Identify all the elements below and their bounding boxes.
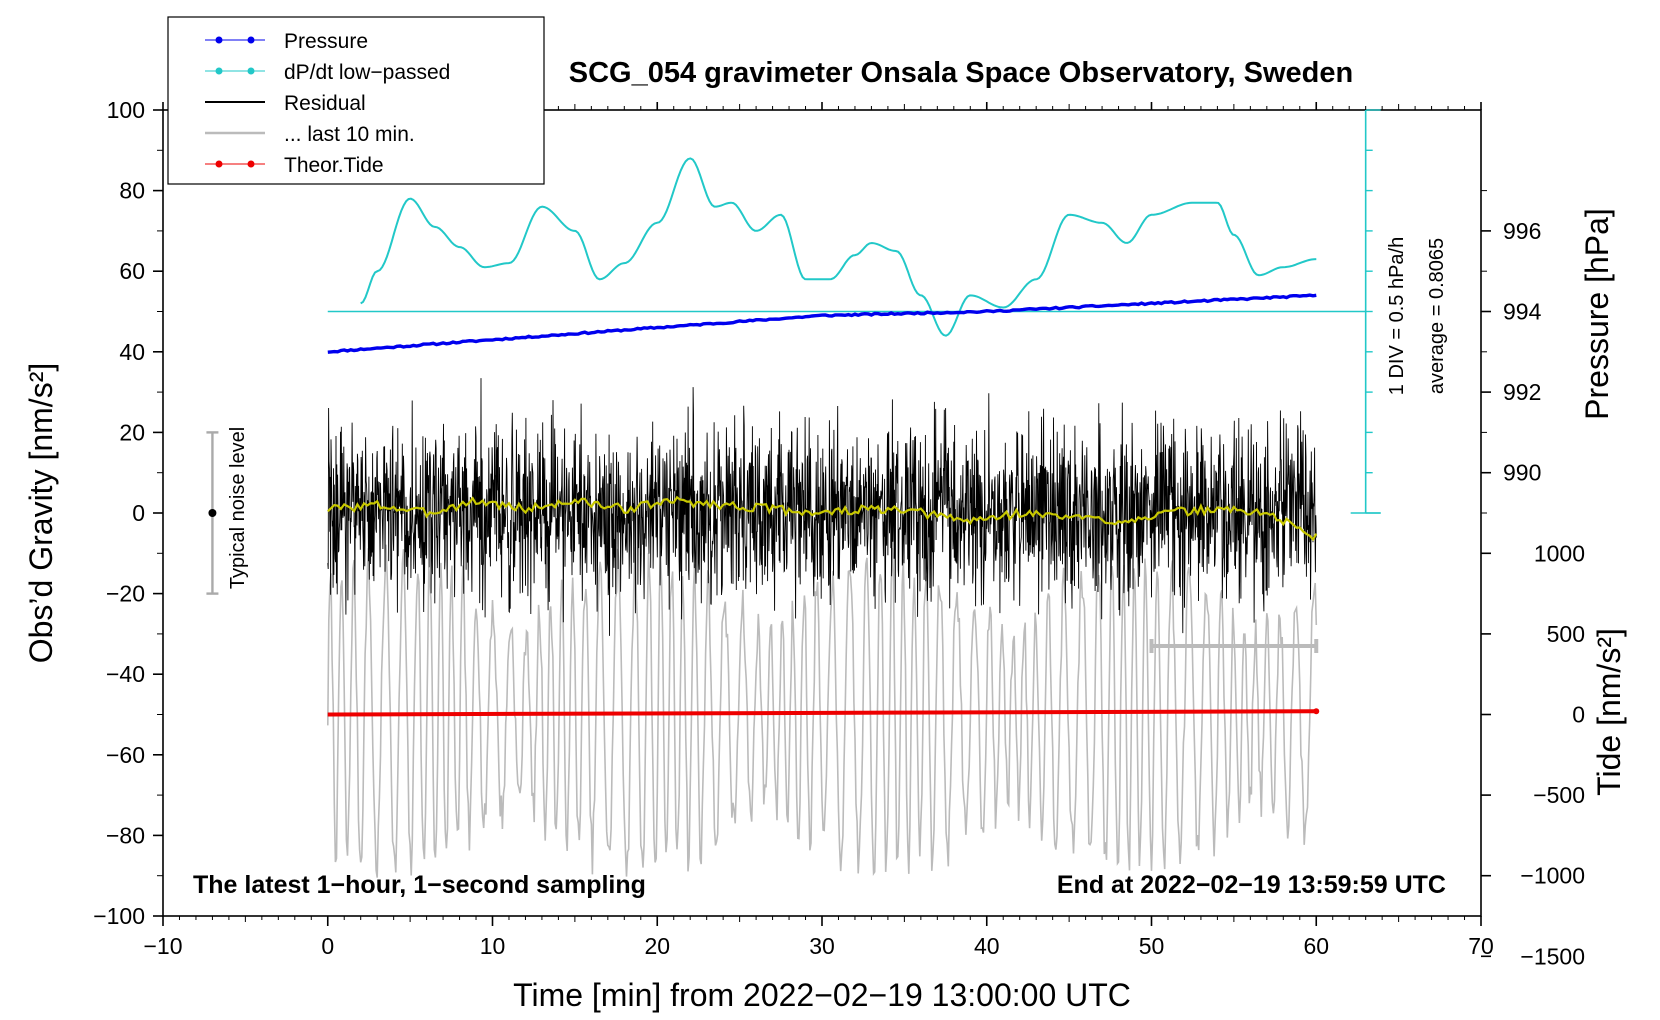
y-tick-label: 0 (132, 500, 145, 526)
residual-smoothed-line (327, 495, 1318, 542)
legend-label: Theor.Tide (284, 154, 384, 177)
tide-tick-label: −500 (1533, 782, 1585, 808)
legend-label: ... last 10 min. (284, 123, 415, 146)
legend-label: dP/dt low−passed (284, 61, 450, 84)
tide-axis-ticks: −1500 −1000 −500 0 500 1000 (1481, 540, 1585, 969)
x-axis-title: Time [min] from 2022−02−19 13:00:00 UTC (513, 977, 1131, 1013)
chart-title: SCG_054 gravimeter Onsala Space Observat… (569, 57, 1353, 89)
legend: Pressure dP/dt low−passed Residual ... last… (167, 16, 545, 185)
noise-bar-center-dot (208, 509, 217, 517)
legend-swatch-dot (247, 67, 255, 75)
x-tick-label: 0 (321, 933, 334, 959)
pressure-tick-label: 994 (1503, 299, 1542, 325)
last-10-min-line (327, 544, 1318, 878)
theoretical-tide-line (327, 709, 1317, 717)
y-axis-ticks: −100 −80 −60 −40 −20 0 20 40 60 80 100 (93, 97, 163, 929)
y-tick-label: 20 (119, 419, 145, 445)
legend-label: Pressure (284, 30, 368, 53)
y-tick-label: 100 (107, 97, 145, 123)
x-tick-label: 50 (1139, 933, 1165, 959)
legend-label: Residual (284, 92, 366, 115)
legend-swatch-dot (215, 160, 223, 168)
theoretical-tide-end-dot (1313, 708, 1320, 715)
pressure-tick-label: 992 (1503, 379, 1541, 405)
x-tick-label: 40 (974, 933, 1000, 959)
tide-tick-label: 1000 (1534, 540, 1585, 566)
y-tick-label: 80 (119, 178, 145, 204)
x-tick-label: 30 (809, 933, 835, 959)
y-axis-title-left: Obs’d Gravity [nm/s²] (23, 363, 59, 664)
noise-level-label: Typical noise level (227, 427, 249, 589)
residual-line (327, 378, 1317, 636)
pressure-line (327, 293, 1317, 354)
y-tick-label: −40 (106, 661, 145, 687)
x-axis-ticks: −10 0 10 20 30 40 50 60 70 (143, 102, 1494, 959)
y-tick-label: 40 (119, 339, 145, 365)
pressure-tick-label: 996 (1503, 218, 1541, 244)
x-tick-label: 60 (1303, 933, 1329, 959)
pressure-tick-label: 990 (1503, 460, 1541, 486)
pressure-average-label: average = 0.8065 (1426, 238, 1448, 394)
y-tick-label: 60 (119, 258, 145, 284)
pressure-axis-ticks: 990 992 994 996 (1481, 190, 1542, 514)
legend-box (167, 16, 545, 185)
end-time-note: End at 2022−02−19 13:59:59 UTC (1057, 871, 1446, 899)
x-tick-label: 20 (644, 933, 670, 959)
y-tick-label: −80 (106, 822, 145, 848)
y-tick-label: −100 (93, 903, 145, 929)
tide-tick-label: −1500 (1520, 943, 1585, 969)
x-tick-label: 10 (480, 933, 506, 959)
legend-swatch-dot (247, 36, 255, 44)
y-tick-label: −20 (106, 581, 145, 607)
data-layer (206, 109, 1381, 878)
tide-tick-label: 500 (1547, 621, 1585, 647)
y-axis-title-tide: Tide [nm/s²] (1591, 628, 1627, 796)
x-tick-label: −10 (143, 933, 182, 959)
pressure-scale-label: 1 DIV = 0.5 hPa/h (1386, 237, 1408, 395)
y-axis-title-pressure: Pressure [hPa] (1579, 208, 1615, 420)
legend-swatch-dot (247, 160, 255, 168)
y-tick-label: −60 (106, 742, 145, 768)
legend-swatch-dot (215, 36, 223, 44)
dpdt-line (360, 157, 1317, 337)
sampling-note: The latest 1−hour, 1−second sampling (193, 871, 646, 899)
x-tick-label: 70 (1468, 933, 1494, 959)
legend-swatch-dot (215, 67, 223, 75)
tide-tick-label: 0 (1572, 702, 1585, 728)
tide-tick-label: −1000 (1520, 863, 1585, 889)
